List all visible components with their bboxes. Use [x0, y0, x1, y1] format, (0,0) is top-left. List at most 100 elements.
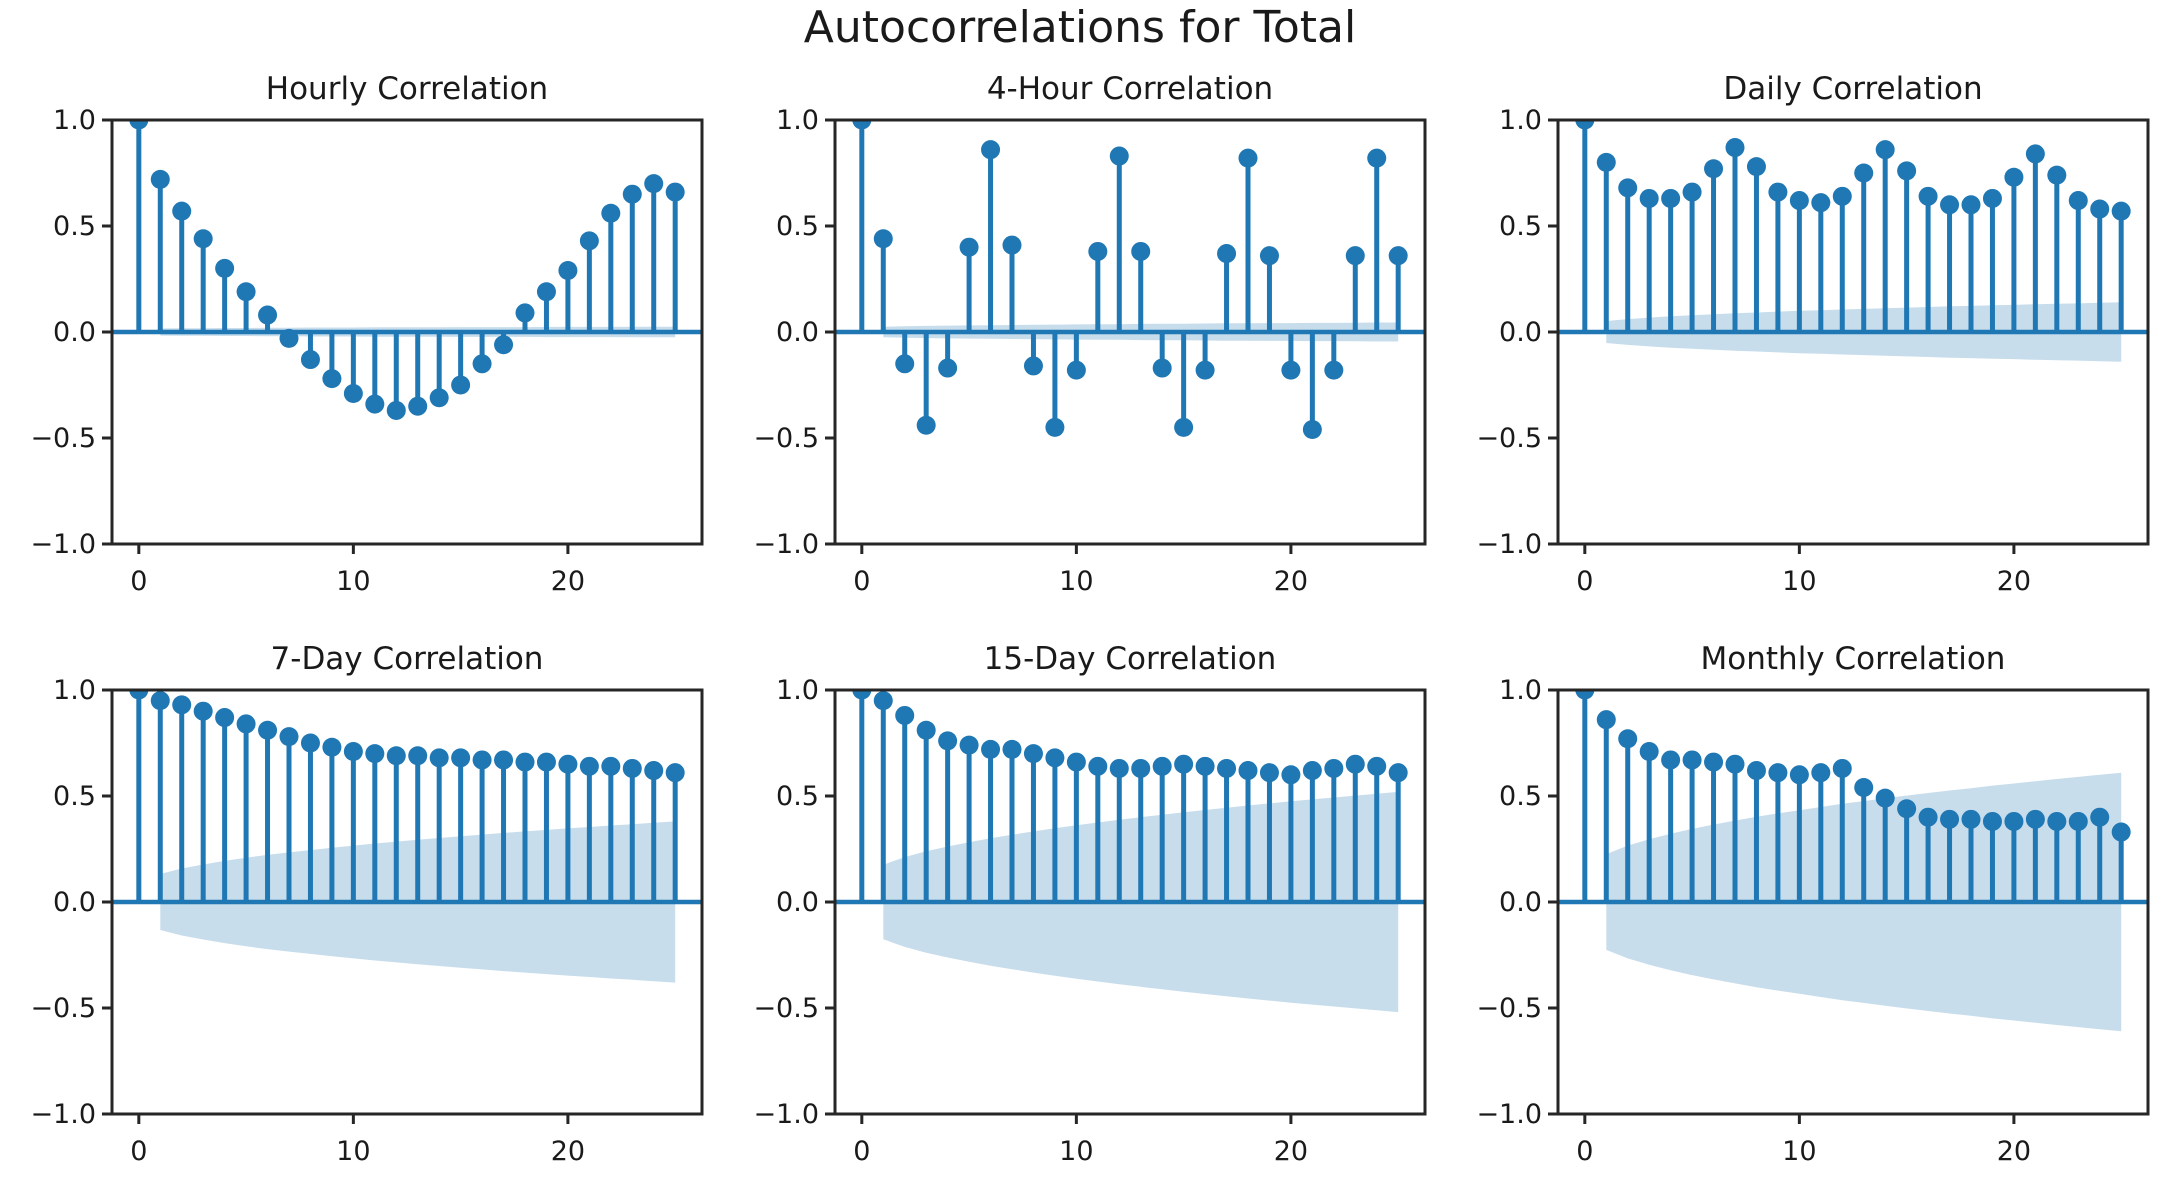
y-tick-label: −1.0 [1476, 1099, 1542, 1130]
stem-marker [1596, 152, 1616, 172]
stem-marker [386, 746, 406, 766]
stem-marker [1746, 761, 1766, 781]
stem-marker [1661, 188, 1681, 208]
stem-marker [873, 229, 893, 249]
stem-marker [215, 258, 235, 278]
acf-canvas-daily: 0 10 20 1.0 0.5 0.0 −0.5 −1.0 [1476, 105, 2150, 597]
y-tick-label: 0.5 [776, 211, 819, 242]
stem-marker [1832, 758, 1852, 778]
stem-marker [579, 756, 599, 776]
x-tick-label: 10 [1782, 1136, 1816, 1167]
stem-marker [150, 169, 170, 189]
stem-marker [1897, 799, 1917, 819]
y-tick-label: 0.0 [1499, 887, 1542, 918]
y-tick-label: −1.0 [753, 529, 819, 560]
stem-marker [1281, 765, 1301, 785]
acf-canvas-hourly: 0 10 20 1.0 0.5 0.0 −0.5 −1.0 [30, 105, 704, 597]
stem-marker [322, 369, 342, 389]
stem-marker [1682, 750, 1702, 770]
stem-marker [1661, 750, 1681, 770]
stem-marker [1875, 140, 1895, 160]
x-tick-label: 20 [1274, 1136, 1308, 1167]
stem-marker [129, 690, 149, 700]
stem-marker [1302, 761, 1322, 781]
stem-marker [408, 746, 428, 766]
subplot-15-day-correlation: 15-Day Correlation 0 10 20 1.0 0.5 0.0 −0.5 −1.… [723, 632, 1445, 1192]
x-tick-label: 0 [853, 566, 870, 597]
stem-marker [1066, 360, 1086, 380]
stem-marker [1345, 754, 1365, 774]
subplot-title-15-day: 15-Day Correlation [983, 641, 1277, 677]
subplot-daily-correlation: Daily Correlation 0 10 20 1.0 0.5 0.0 −0.5 −1.0 [1446, 62, 2160, 622]
y-tick-label: 0.0 [776, 317, 819, 348]
stem-marker [258, 720, 278, 740]
stem-marker [150, 691, 170, 711]
stem-marker [1174, 754, 1194, 774]
stem-marker [1238, 761, 1258, 781]
y-tick-label: 1.0 [776, 105, 819, 136]
stem-marker [601, 203, 621, 223]
stem-marker [2068, 191, 2088, 211]
stem-marker [1217, 244, 1237, 264]
stem-marker [1918, 186, 1938, 206]
x-tick-label: 20 [1274, 566, 1308, 597]
stem-marker [1088, 756, 1108, 776]
y-tick-label: 0.5 [1499, 781, 1542, 812]
stem-marker [558, 754, 578, 774]
y-tick-label: 0.0 [1499, 317, 1542, 348]
plot-data-layer [1558, 120, 2148, 362]
stem-marker [451, 375, 471, 395]
stem-marker [193, 701, 213, 721]
y-tick-label: −0.5 [30, 993, 96, 1024]
stem-marker [895, 705, 915, 725]
x-tick-label: 0 [1576, 1136, 1593, 1167]
stem-marker [1066, 752, 1086, 772]
plot-data-layer [1558, 690, 2148, 1032]
stem-marker [1045, 417, 1065, 437]
stem-marker [1324, 360, 1344, 380]
x-tick-label: 0 [853, 1136, 870, 1167]
stem-marker [1345, 246, 1365, 266]
stem-marker [916, 415, 936, 435]
y-tick-label: 0.0 [53, 887, 96, 918]
y-tick-label: −0.5 [1476, 993, 1542, 1024]
stem-marker [1131, 241, 1151, 261]
acf-canvas-15-day: 0 10 20 1.0 0.5 0.0 −0.5 −1.0 [753, 675, 1427, 1167]
stem-marker [1982, 811, 2002, 831]
y-tick-label: −1.0 [30, 1099, 96, 1130]
stem-marker [1961, 195, 1981, 215]
stem-marker [300, 350, 320, 370]
x-tick-label: 20 [551, 1136, 585, 1167]
x-tick-label: 20 [551, 566, 585, 597]
x-tick-label: 0 [130, 566, 147, 597]
stem-marker [1195, 360, 1215, 380]
x-tick-label: 20 [1997, 1136, 2031, 1167]
stem-marker [1367, 756, 1387, 776]
stem-marker [322, 737, 342, 757]
y-tick-label: 1.0 [53, 105, 96, 136]
stem-marker [343, 741, 363, 761]
y-tick-label: −0.5 [1476, 423, 1542, 454]
stem-marker [1639, 741, 1659, 761]
stem-marker [1725, 754, 1745, 774]
stem-marker [429, 748, 449, 768]
stem-marker [279, 328, 299, 348]
plot-data-layer [835, 690, 1425, 1013]
stem-marker [2111, 201, 2131, 221]
stem-marker [236, 714, 256, 734]
stem-marker [279, 727, 299, 747]
subplot-title-daily: Daily Correlation [1723, 71, 1983, 107]
y-tick-label: 0.5 [53, 211, 96, 242]
stem-marker [1109, 146, 1129, 166]
stem-marker [365, 394, 385, 414]
stem-marker [1811, 193, 1831, 213]
stem-marker [536, 282, 556, 302]
stem-marker [1023, 744, 1043, 764]
stem-marker [1174, 417, 1194, 437]
stem-marker [665, 763, 685, 783]
subplot-4-hour-correlation: 4-Hour Correlation 0 10 20 1.0 0.5 0.0 −0.5 −1.… [723, 62, 1445, 622]
stem-marker [558, 261, 578, 281]
stem-marker [938, 731, 958, 751]
stem-marker [536, 752, 556, 772]
